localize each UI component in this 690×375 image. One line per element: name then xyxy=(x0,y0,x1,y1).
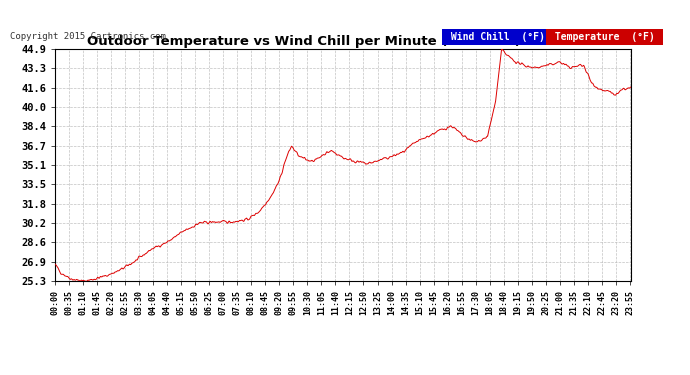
Text: Temperature  (°F): Temperature (°F) xyxy=(549,32,660,42)
Text: Wind Chill  (°F): Wind Chill (°F) xyxy=(445,32,551,42)
Title: Outdoor Temperature vs Wind Chill per Minute (24 Hours) 20150329: Outdoor Temperature vs Wind Chill per Mi… xyxy=(88,34,599,48)
Text: Copyright 2015 Cartronics.com: Copyright 2015 Cartronics.com xyxy=(10,32,166,41)
